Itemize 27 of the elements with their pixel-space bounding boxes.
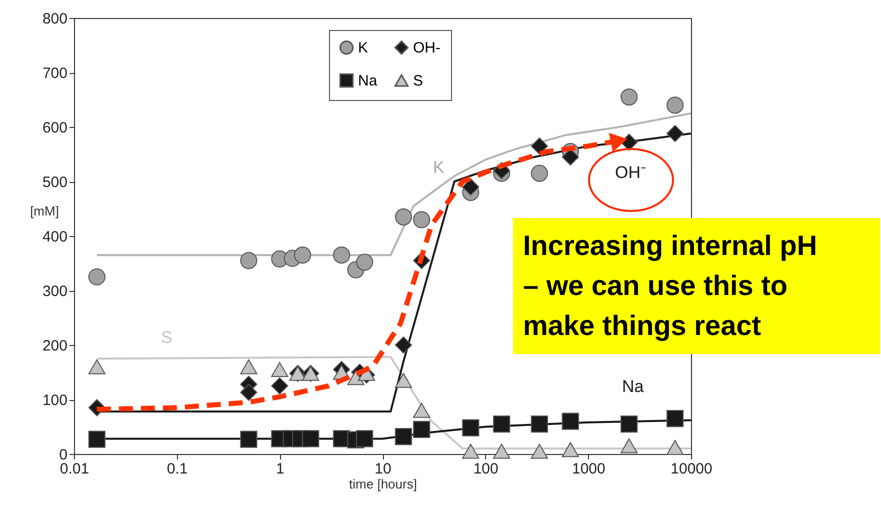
annotation: Increasing internal pH – we can use this to make things react xyxy=(513,218,880,354)
x-tick-label: 0.01 xyxy=(60,460,90,478)
y-tick-label: 0 xyxy=(59,446,68,464)
y-axis-title: [mM] xyxy=(30,204,59,218)
x-tick-label: 10000 xyxy=(670,460,712,478)
x-tick-label: 10 xyxy=(374,460,392,478)
legend-label: OH- xyxy=(413,40,440,57)
annotation: K xyxy=(433,158,444,178)
annotation: Na xyxy=(622,377,644,397)
x-tick-label: 1 xyxy=(276,460,284,478)
legend-label: Na xyxy=(358,72,378,90)
annotation: OH⁻ xyxy=(615,162,646,183)
y-tick-label: 600 xyxy=(42,120,68,136)
x-axis-title: time [hours] xyxy=(349,476,417,492)
y-tick-label: 200 xyxy=(42,338,68,354)
y-tick-label: 500 xyxy=(42,174,68,191)
legend-label: K xyxy=(358,40,368,57)
y-tick-label: 300 xyxy=(42,283,68,300)
legend-label: S xyxy=(413,72,424,90)
y-tick-label: 700 xyxy=(42,65,68,82)
x-tick-label: 1000 xyxy=(572,460,606,478)
x-tick-label: 100 xyxy=(473,460,498,478)
y-tick-label: 400 xyxy=(42,228,68,246)
annotation: S xyxy=(161,328,172,348)
x-tick-label: 0.1 xyxy=(166,460,188,478)
y-tick-label: 800 xyxy=(42,10,68,28)
y-tick-label: 100 xyxy=(42,392,68,409)
